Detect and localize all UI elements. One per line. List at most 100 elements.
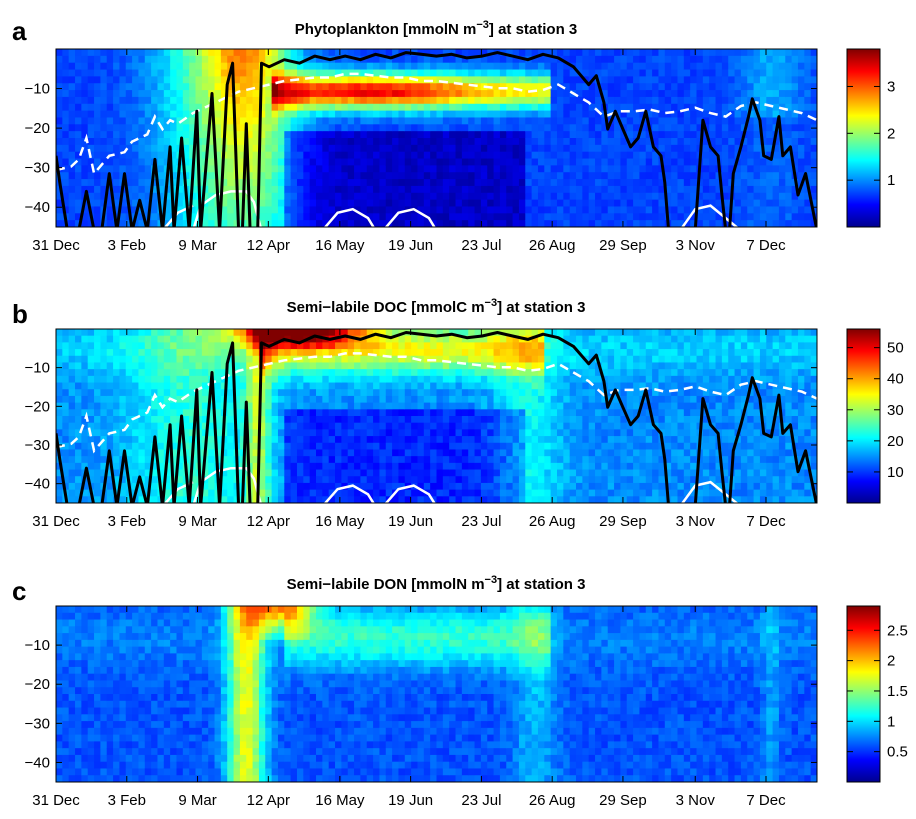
heatmap-cell xyxy=(252,469,260,477)
heatmap-cell xyxy=(214,355,222,364)
heatmap-cell xyxy=(366,449,374,457)
heatmap-cell xyxy=(766,179,774,187)
heatmap-cell xyxy=(499,179,507,187)
heatmap-cell xyxy=(455,199,463,208)
heatmap-cell xyxy=(316,389,323,397)
heatmap-cell xyxy=(328,179,336,187)
heatmap-cell xyxy=(569,185,577,194)
heatmap-cell xyxy=(151,335,159,343)
heatmap-cell xyxy=(487,76,495,84)
heatmap-cell xyxy=(582,144,590,153)
heatmap-cell xyxy=(246,449,254,457)
heatmap-cell xyxy=(430,329,438,337)
heatmap-cell xyxy=(265,335,273,343)
heatmap-cell xyxy=(277,90,285,98)
heatmap-cell xyxy=(683,76,691,84)
heatmap-cell xyxy=(550,96,558,105)
heatmap-cell xyxy=(94,355,101,364)
heatmap-cell xyxy=(721,179,729,187)
heatmap-cell xyxy=(182,83,190,91)
heatmap-cell xyxy=(290,449,298,457)
heatmap-cell xyxy=(778,76,786,84)
heatmap-cell xyxy=(328,382,336,390)
heatmap-cell xyxy=(525,49,533,57)
heatmap-cell xyxy=(239,355,247,364)
heatmap-cell xyxy=(303,192,311,201)
heatmap-cell xyxy=(493,362,501,370)
heatmap-cell xyxy=(296,138,304,146)
heatmap-cell xyxy=(791,192,799,201)
heatmap-cell xyxy=(144,422,152,430)
heatmap-cell xyxy=(366,110,374,119)
heatmap-cell xyxy=(341,172,349,180)
heatmap-cell xyxy=(747,213,755,221)
heatmap-cell xyxy=(322,49,330,57)
heatmap-cell xyxy=(607,172,615,180)
heatmap-cell xyxy=(341,76,349,84)
heatmap-cell xyxy=(354,206,361,214)
heatmap-cell xyxy=(296,76,304,84)
heatmap-cell xyxy=(683,192,691,201)
heatmap-cell xyxy=(759,103,767,112)
heatmap-cell xyxy=(373,422,381,430)
heatmap-cell xyxy=(335,213,342,221)
heatmap-cell xyxy=(506,138,514,146)
heatmap-cell xyxy=(379,482,387,491)
heatmap-cell xyxy=(284,206,292,214)
heatmap-cell xyxy=(436,389,444,397)
heatmap-cell xyxy=(341,96,349,105)
heatmap-cell xyxy=(252,395,260,404)
heatmap-cell xyxy=(347,103,355,112)
heatmap-cell xyxy=(430,462,438,471)
heatmap-cell xyxy=(354,124,361,132)
heatmap-cell xyxy=(690,62,698,71)
heatmap-cell xyxy=(138,329,146,337)
heatmap-cell xyxy=(379,402,387,410)
heatmap-cell xyxy=(94,69,101,77)
heatmap-cell xyxy=(106,199,114,208)
heatmap-cell xyxy=(772,185,780,194)
heatmap-cell xyxy=(113,329,121,337)
heatmap-cell xyxy=(75,138,82,146)
heatmap-cell xyxy=(677,158,685,166)
heatmap-cell xyxy=(379,342,387,350)
heatmap-cell xyxy=(62,62,70,71)
heatmap-cell xyxy=(341,49,349,57)
heatmap-cell xyxy=(271,69,279,77)
heatmap-cell xyxy=(138,449,146,457)
heatmap-cell xyxy=(442,179,450,187)
heatmap-cell xyxy=(563,151,571,160)
heatmap-cell xyxy=(740,165,748,173)
heatmap-cell xyxy=(303,117,311,125)
heatmap-cell xyxy=(138,49,146,57)
heatmap-cell xyxy=(87,442,95,451)
heatmap-cell xyxy=(176,55,184,64)
heatmap-cell xyxy=(265,416,273,424)
heatmap-cell xyxy=(195,342,203,350)
heatmap-cell xyxy=(277,342,285,350)
heatmap-cell xyxy=(392,69,400,77)
heatmap-cell xyxy=(246,429,254,437)
heatmap-cell xyxy=(151,199,159,208)
heatmap-cell xyxy=(518,185,526,194)
heatmap-cell xyxy=(810,179,817,187)
heatmap-cell xyxy=(664,179,672,187)
heatmap-cell xyxy=(747,206,755,214)
heatmap-cell xyxy=(785,69,793,77)
heatmap-cell xyxy=(379,436,387,444)
heatmap-cell xyxy=(480,124,488,132)
heatmap-cell xyxy=(493,151,501,160)
heatmap-cell xyxy=(94,329,101,337)
heatmap-cell xyxy=(189,83,197,91)
heatmap-cell xyxy=(677,49,685,57)
heatmap-cell xyxy=(633,90,641,98)
heatmap-cell xyxy=(227,375,235,384)
heatmap-cell xyxy=(296,179,304,187)
heatmap-cell xyxy=(284,476,292,484)
heatmap-cell xyxy=(753,144,761,153)
heatmap-cell xyxy=(379,456,387,464)
heatmap-cell xyxy=(125,76,133,84)
heatmap-cell xyxy=(252,117,260,125)
heatmap-cell xyxy=(461,449,469,457)
heatmap-cell xyxy=(277,456,285,464)
